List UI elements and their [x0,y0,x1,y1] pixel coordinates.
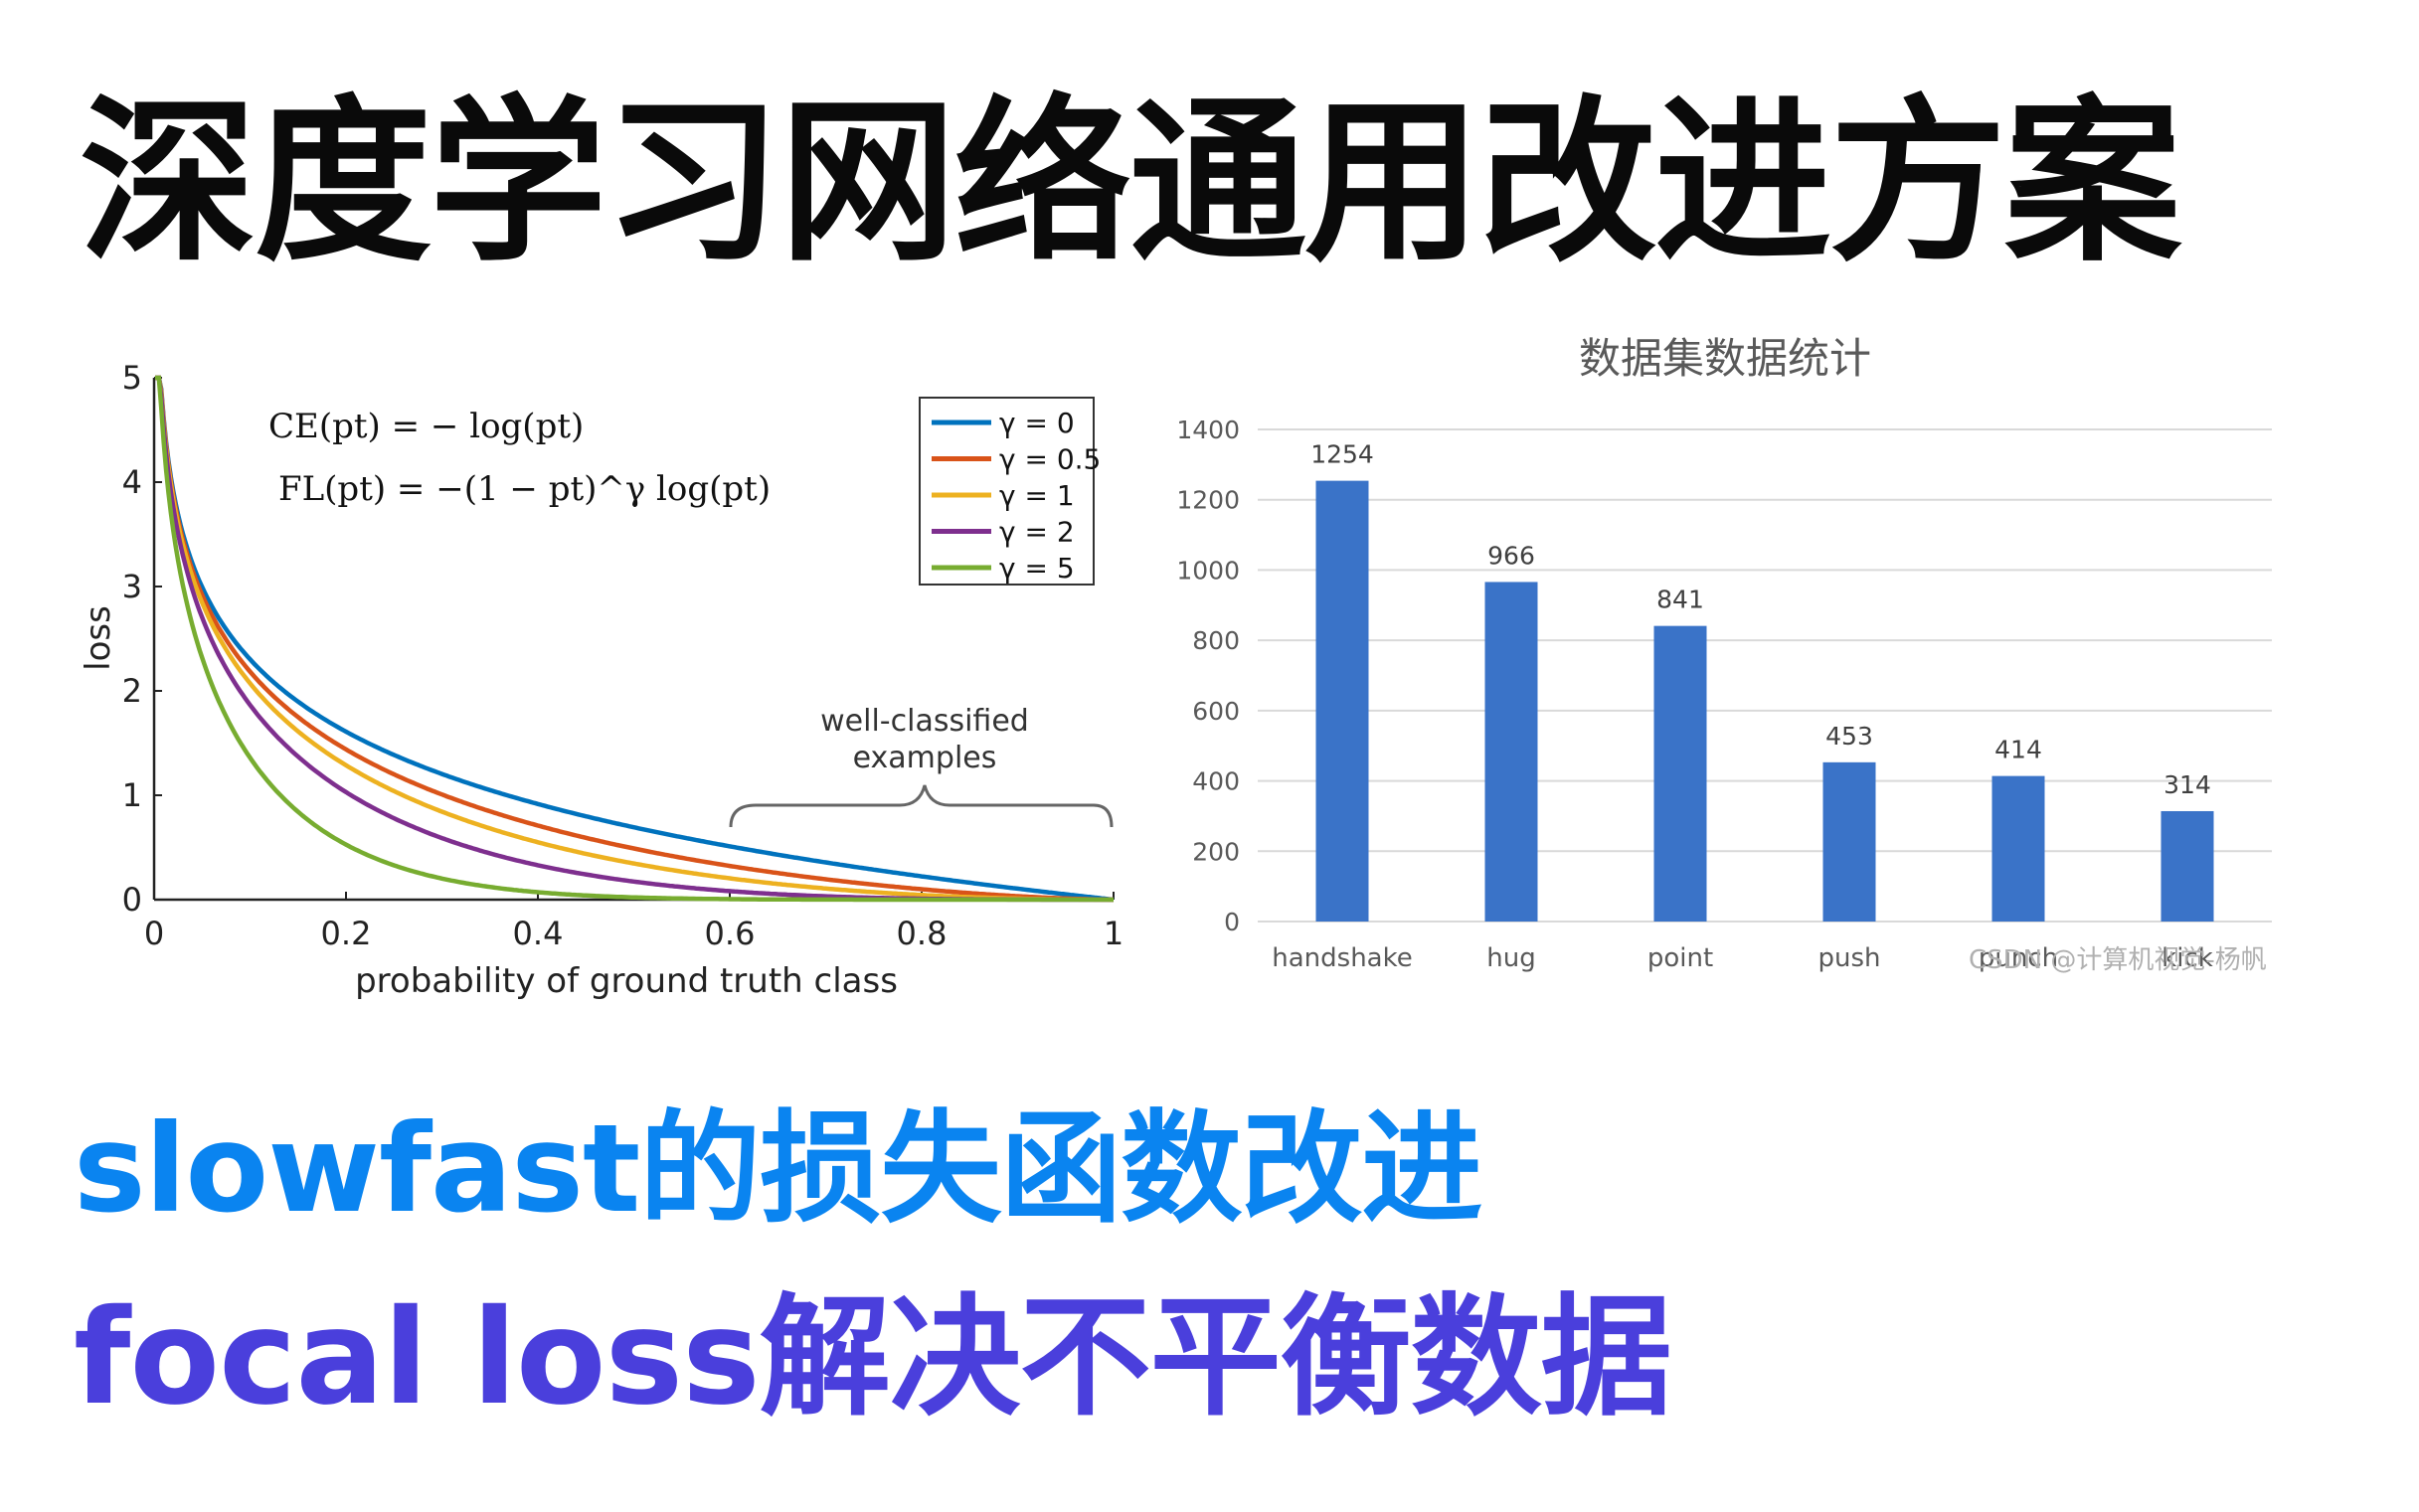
bar-value-label: 841 [1656,586,1704,614]
legend-label: γ = 2 [999,516,1075,549]
bar [2160,810,2214,922]
bar-y-tick-label: 200 [1192,837,1240,866]
annotation-line-2: examples [853,741,997,775]
loss-y-tick-label: 5 [122,359,142,397]
loss-y-axis-label: loss [79,605,118,671]
loss-x-tick-label: 0.8 [897,915,948,952]
loss-y-tick-label: 3 [122,568,142,605]
bar-y-tick-label: 1000 [1176,556,1240,585]
bar-category-label: punch [1979,943,2058,973]
bar [1484,582,1538,922]
bar [1653,625,1707,922]
annotation-line-1: well-classified [820,704,1029,739]
loss-y-tick-label: 1 [122,776,142,814]
bar-category-label: push [1817,943,1880,973]
legend-label: γ = 1 [999,479,1075,512]
bar-y-tick-label: 0 [1224,908,1240,936]
bar-chart-title: 数据集数据统计 [1579,334,1871,383]
watermark: CSDN @计算机视觉-杨帆 [1969,945,2267,975]
bar-category-label: handshake [1272,943,1412,973]
bar-category-label: hug [1486,943,1535,973]
loss-series-line [155,375,1115,903]
bar-value-label: 1254 [1310,440,1374,469]
loss-x-tick-label: 0 [144,915,164,952]
loss-y-tick-label: 4 [122,463,142,501]
legend-label: γ = 5 [999,552,1075,585]
bar-y-tick-label: 800 [1192,626,1240,655]
loss-series-line [155,375,1114,903]
bar-value-label: 966 [1487,541,1535,570]
ce-formula: CE(pt) = − log(pt) [268,407,584,446]
bar-category-label: kick [2161,943,2213,973]
bar [1822,761,1876,922]
legend-label: γ = 0 [999,407,1075,439]
bar-y-tick-label: 1400 [1176,416,1240,444]
bar [1315,480,1369,922]
loss-y-tick-label: 0 [122,881,142,919]
loss-x-tick-label: 0.4 [513,915,564,952]
dataset-bar-chart: 数据集数据统计 0 200 400 600 800 1000 1200 1400 1254 ha… [1176,334,2272,973]
bar-value-label: 314 [2163,770,2211,799]
bar-y-tick-label: 400 [1192,767,1240,796]
annotation-brace [729,784,1114,828]
loss-x-tick-label: 0.6 [705,915,756,952]
bar-value-label: 453 [1825,722,1873,751]
bar-y-tick-label: 1200 [1176,486,1240,515]
legend-label: γ = 0.5 [999,443,1101,476]
fl-formula: FL(pt) = −(1 − pt)^γ log(pt) [278,469,771,509]
bar-y-tick-label: 600 [1192,697,1240,726]
loss-x-axis-label: probability of ground truth class [355,961,898,1001]
loss-legend-box [919,397,1095,586]
loss-series-line [155,375,1114,903]
subtitle-slowfast: slowfast的损失函数改进 [74,1098,1482,1240]
loss-x-tick-label: 0.2 [321,915,372,952]
loss-y-tick-label: 2 [122,672,142,710]
subtitle-focal-loss: focal loss解决不平衡数据 [74,1281,1672,1434]
loss-series-line [155,375,1114,903]
bar [1991,775,2045,922]
loss-x-tick-label: 1 [1104,915,1123,952]
bar-category-label: point [1647,943,1713,973]
headline: 深度学习网络通用改进方案 [80,80,2181,285]
bar-value-label: 414 [1994,736,2042,764]
